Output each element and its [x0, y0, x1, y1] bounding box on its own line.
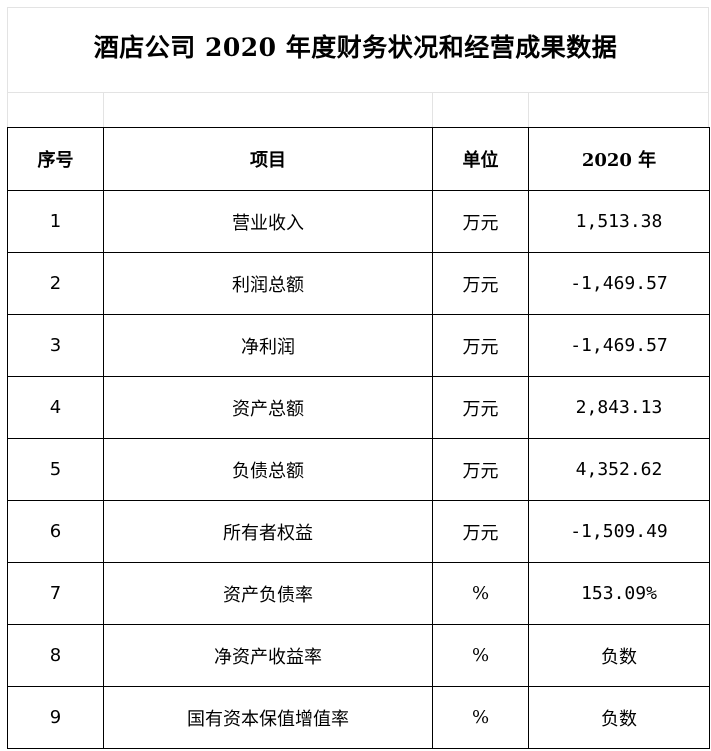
- cell-unit: 万元: [432, 314, 529, 377]
- cell-unit: 万元: [432, 190, 529, 253]
- grid-line: [7, 7, 8, 127]
- header-item: 项目: [103, 127, 433, 191]
- header-unit: 单位: [432, 127, 529, 191]
- cell-seq: 1: [7, 190, 104, 253]
- cell-value: -1,509.49: [528, 500, 710, 563]
- cell-unit: 万元: [432, 252, 529, 315]
- cell-item: 净资产收益率: [103, 624, 433, 687]
- cell-unit: 万元: [432, 438, 529, 501]
- cell-seq: 7: [7, 562, 104, 625]
- table-row: 5 负债总额 万元 4,352.62: [7, 438, 710, 501]
- cell-item: 负债总额: [103, 438, 433, 501]
- header-year: 2020 年: [528, 127, 710, 191]
- grid-line: [7, 7, 709, 8]
- grid-line: [528, 92, 529, 127]
- financial-data-table: 序号 项目 单位 2020 年 1 营业收入 万元 1,513.38 2 利润总…: [7, 127, 710, 749]
- cell-seq: 4: [7, 376, 104, 439]
- cell-item: 资产总额: [103, 376, 433, 439]
- table-row: 3 净利润 万元 -1,469.57: [7, 314, 710, 377]
- table-row: 2 利润总额 万元 -1,469.57: [7, 252, 710, 315]
- grid-line: [103, 92, 104, 127]
- cell-seq: 6: [7, 500, 104, 563]
- cell-item: 利润总额: [103, 252, 433, 315]
- cell-seq: 9: [7, 686, 104, 749]
- table-row: 1 营业收入 万元 1,513.38: [7, 190, 710, 253]
- cell-seq: 5: [7, 438, 104, 501]
- cell-value: 4,352.62: [528, 438, 710, 501]
- cell-seq: 2: [7, 252, 104, 315]
- page-title: 酒店公司 2020 年度财务状况和经营成果数据: [93, 33, 618, 62]
- cell-value: 153.09%: [528, 562, 710, 625]
- table-row: 4 资产总额 万元 2,843.13: [7, 376, 710, 439]
- header-seq: 序号: [7, 127, 104, 191]
- table-row: 8 净资产收益率 % 负数: [7, 624, 710, 687]
- cell-item: 资产负债率: [103, 562, 433, 625]
- grid-line: [432, 92, 433, 127]
- cell-item: 所有者权益: [103, 500, 433, 563]
- cell-unit: 万元: [432, 376, 529, 439]
- cell-value: -1,469.57: [528, 314, 710, 377]
- cell-unit: 万元: [432, 500, 529, 563]
- cell-value: 负数: [528, 686, 710, 749]
- cell-value: 1,513.38: [528, 190, 710, 253]
- table-row: 6 所有者权益 万元 -1,509.49: [7, 500, 710, 563]
- cell-value: 负数: [528, 624, 710, 687]
- grid-line: [708, 7, 709, 127]
- cell-seq: 8: [7, 624, 104, 687]
- cell-seq: 3: [7, 314, 104, 377]
- cell-value: -1,469.57: [528, 252, 710, 315]
- table-header-row: 序号 项目 单位 2020 年: [7, 127, 710, 191]
- cell-unit: %: [432, 562, 529, 625]
- cell-item: 国有资本保值增值率: [103, 686, 433, 749]
- table-row: 7 资产负债率 % 153.09%: [7, 562, 710, 625]
- table-row: 9 国有资本保值增值率 % 负数: [7, 686, 710, 749]
- grid-line: [7, 92, 709, 93]
- cell-unit: %: [432, 624, 529, 687]
- cell-value: 2,843.13: [528, 376, 710, 439]
- cell-unit: %: [432, 686, 529, 749]
- cell-item: 净利润: [103, 314, 433, 377]
- cell-item: 营业收入: [103, 190, 433, 253]
